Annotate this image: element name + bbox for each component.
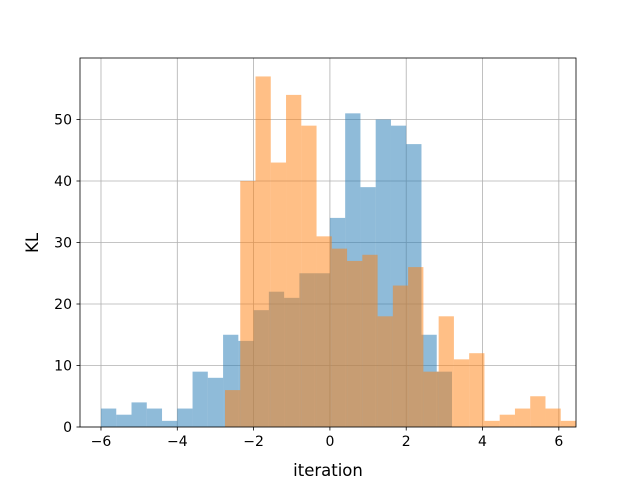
histogram-bar-series-1 [177,408,193,427]
histogram-bar-series-2 [469,353,485,427]
histogram-bar-series-2 [499,414,515,427]
x-tick-label: 0 [325,434,334,450]
axis-ticks: −6 −4 −2 0 2 4 6 0 10 20 30 40 50 [54,113,563,451]
histogram-bar-series-2 [408,267,424,427]
histogram-bar-series-2 [560,420,576,427]
histogram-bar-series-2 [423,371,439,427]
x-tick-label: −4 [167,434,188,450]
y-axis-label: KL [23,232,42,253]
histogram-bar-series-1 [116,414,132,427]
histogram-bar-series-1 [100,408,117,427]
histogram-bar-series-2 [362,254,378,427]
histogram-bar-series-2 [347,260,363,427]
histogram-bars [100,76,576,428]
x-tick-label: 4 [478,434,487,450]
histogram-bar-series-2 [224,390,241,427]
histogram-bar-series-2 [545,408,561,427]
histogram-bar-series-2 [301,125,317,428]
y-tick-label: 10 [54,359,72,375]
histogram-bar-series-1 [146,408,163,427]
x-axis-label: iteration [293,461,363,480]
histogram-bar-series-2 [240,181,256,427]
histogram-bar-series-2 [270,162,287,428]
histogram-bar-series-1 [162,420,178,427]
histogram-bar-series-2 [453,359,470,427]
y-tick-label: 40 [54,174,72,190]
histogram-bar-series-2 [316,236,332,427]
histogram-bar-series-2 [514,408,531,427]
histogram-bar-series-2 [377,316,393,427]
histogram-bar-series-2 [484,420,500,427]
histogram-bar-series-1 [192,371,208,427]
histogram-bar-series-2 [286,94,302,428]
histogram-bar-series-2 [438,316,454,427]
y-tick-label: 50 [54,113,72,129]
x-tick-label: −2 [243,434,264,450]
y-tick-label: 30 [54,236,72,252]
x-tick-label: −6 [91,434,112,450]
histogram-bar-series-2 [392,285,409,427]
histogram-bar-series-2 [530,396,546,427]
histogram-bar-series-2 [255,76,271,427]
histogram-bar-series-1 [131,402,147,427]
x-tick-label: 2 [402,434,411,450]
histogram-bar-series-2 [331,248,348,427]
y-tick-label: 0 [63,420,72,436]
x-tick-label: 6 [554,434,563,450]
y-tick-label: 20 [54,297,72,313]
histogram-bar-series-1 [207,377,224,427]
